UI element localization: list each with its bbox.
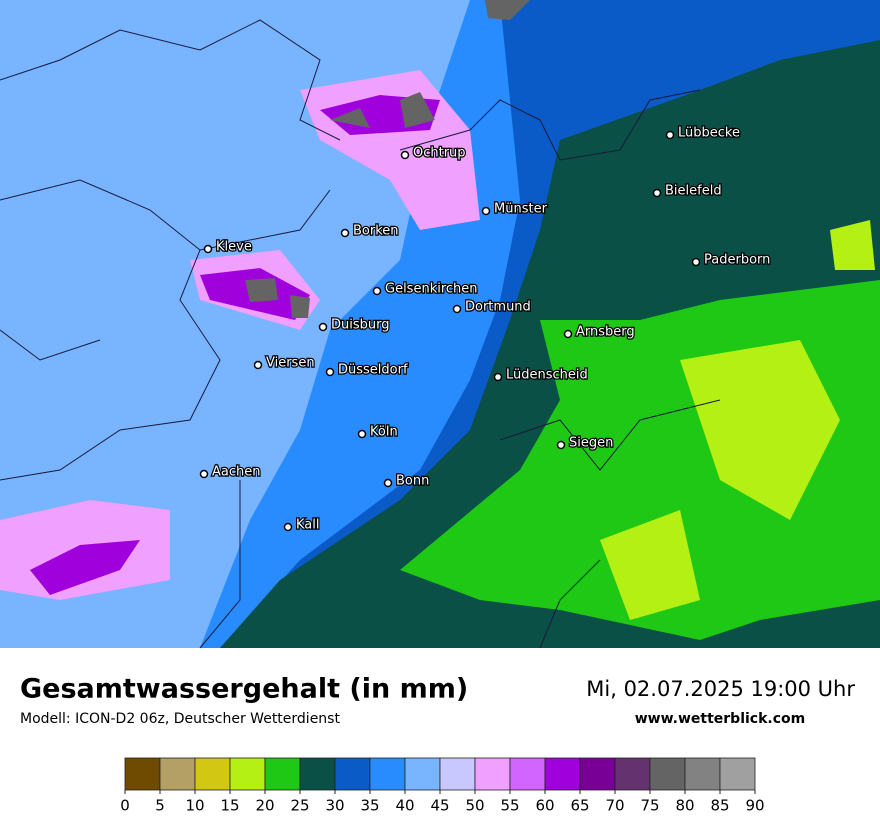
city-dot	[340, 228, 350, 238]
legend-tick-label: 45	[430, 797, 449, 815]
city-dot	[357, 429, 367, 439]
legend-tick-label: 50	[465, 797, 484, 815]
legend-swatch	[544, 757, 581, 791]
legend-tick-label: 40	[395, 797, 414, 815]
city-dot	[400, 150, 410, 160]
city-label: Kleve	[216, 240, 252, 255]
city-dot	[383, 478, 393, 488]
city-label: Lübbecke	[678, 126, 740, 141]
legend-swatch	[684, 757, 721, 791]
city-label: Dortmund	[465, 300, 531, 315]
legend-swatch	[229, 757, 266, 791]
legend-swatch	[439, 757, 476, 791]
city-dot	[203, 244, 213, 254]
legend-tick-label: 60	[535, 797, 554, 815]
legend-tick-label: 20	[255, 797, 274, 815]
legend-tick-label: 65	[570, 797, 589, 815]
city-label: Viersen	[266, 356, 315, 371]
legend-tick-label: 55	[500, 797, 519, 815]
city-label: Münster	[494, 202, 548, 217]
city-label: Köln	[370, 425, 398, 440]
city-dot	[318, 322, 328, 332]
city-label: Aachen	[212, 465, 260, 480]
city-dot	[481, 206, 491, 216]
legend-tick-label: 90	[745, 797, 764, 815]
city-label: Lüdenscheid	[506, 368, 588, 383]
legend-swatch	[299, 757, 336, 791]
legend-swatch	[404, 757, 441, 791]
legend-swatch	[474, 757, 511, 791]
city-label: Borken	[353, 224, 399, 239]
city-dot	[452, 304, 462, 314]
legend-tick-label: 0	[120, 797, 130, 815]
legend-tick-label: 35	[360, 797, 379, 815]
legend-swatch	[124, 757, 161, 791]
legend-tick-label: 5	[155, 797, 165, 815]
city-dot	[691, 257, 701, 267]
city-dot	[325, 367, 335, 377]
city-label: Bielefeld	[665, 184, 722, 199]
legend-swatch	[369, 757, 406, 791]
city-label: Gelsenkirchen	[385, 282, 478, 297]
city-dot	[493, 372, 503, 382]
legend-tick-label: 85	[710, 797, 729, 815]
legend-tick-label: 70	[605, 797, 624, 815]
field	[0, 0, 470, 648]
color-legend: 0 5 10 15 20 25 30 35 40 45 50 55 60 65 70 75 80 85 90	[120, 757, 765, 815]
legend-tick-label: 25	[290, 797, 309, 815]
city-dot	[563, 329, 573, 339]
city-label: Paderborn	[704, 253, 770, 268]
date: Mi, 02.07.2025 19:00 Uhr	[586, 677, 855, 701]
legend-tick-label: 75	[640, 797, 659, 815]
city-label: Duisburg	[331, 318, 390, 333]
map	[0, 0, 880, 649]
city-label: Arnsberg	[576, 325, 635, 340]
city-dot	[372, 286, 382, 296]
legend-swatch	[649, 757, 686, 791]
city-dot	[665, 130, 675, 140]
city-label: Kall	[296, 518, 320, 533]
legend-swatch	[579, 757, 616, 791]
field	[245, 0, 530, 318]
city-dot	[253, 360, 263, 370]
legend-swatch	[509, 757, 546, 791]
legend-swatch	[264, 757, 301, 791]
city-dot	[283, 522, 293, 532]
city-label: Siegen	[569, 436, 613, 451]
model-info: Modell: ICON-D2 06z, Deutscher Wetterdie…	[20, 711, 340, 727]
city-dot	[652, 188, 662, 198]
border-line	[0, 19, 721, 649]
city-dot	[556, 440, 566, 450]
legend-tick-label: 15	[220, 797, 239, 815]
legend-swatch	[159, 757, 196, 791]
city-label: Düsseldorf	[338, 363, 408, 378]
city-layer: Lübbecke Ochtrup Bielefeld Münster Borken Kle…	[199, 124, 772, 534]
legend-tick-label: 10	[185, 797, 204, 815]
website: www.wetterblick.com	[635, 711, 806, 727]
title: Gesamtwassergehalt (in mm)	[20, 674, 468, 705]
legend-swatch	[614, 757, 651, 791]
city-label: Bonn	[396, 474, 429, 489]
legend-tick-label: 80	[675, 797, 694, 815]
legend-swatch	[719, 757, 756, 791]
city-label: Ochtrup	[413, 146, 466, 161]
legend-swatch	[334, 757, 371, 791]
field	[600, 220, 875, 620]
city-dot	[199, 469, 209, 479]
legend-tick-label: 30	[325, 797, 344, 815]
legend-swatch	[194, 757, 231, 791]
